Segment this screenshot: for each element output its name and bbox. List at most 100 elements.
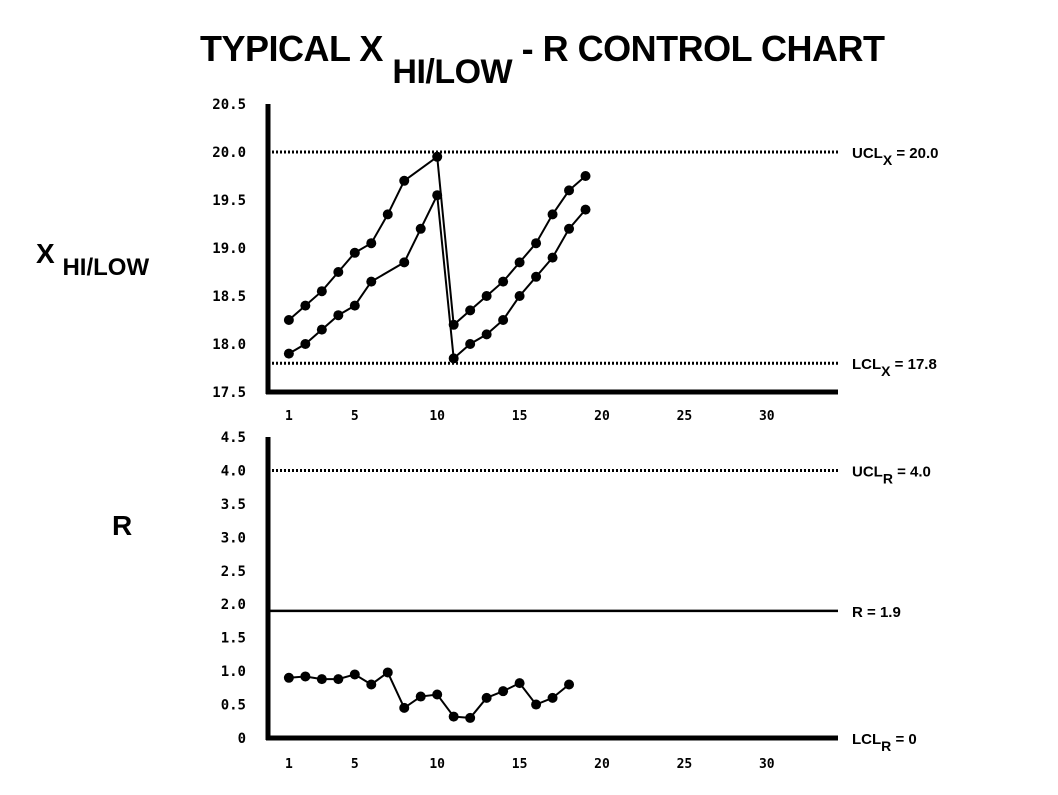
chart-title: TYPICAL X HI/LOW - R CONTROL CHART [200, 28, 885, 91]
data-point [498, 276, 509, 287]
data-point [366, 238, 377, 249]
data-point [316, 674, 327, 685]
title-main: TYPICAL X [200, 28, 383, 69]
x-tick-label: 1 [285, 409, 293, 424]
x-tick-label: 30 [759, 757, 775, 772]
data-point [333, 310, 344, 321]
data-point [349, 300, 360, 311]
control-limit-label: R = 1.9 [852, 604, 901, 621]
data-point [547, 692, 558, 703]
data-point [349, 247, 360, 258]
top-y-label-main: X [36, 238, 55, 269]
data-point [415, 223, 426, 234]
data-point [481, 329, 492, 340]
data-point [382, 209, 393, 220]
top-y-axis-label: X HI/LOW [36, 238, 149, 281]
x-tick-label: 1 [285, 757, 293, 772]
title-suffix: - R CONTROL CHART [521, 28, 885, 69]
series-line-1 [288, 154, 587, 327]
data-point [283, 672, 294, 683]
y-tick-label: 0 [238, 731, 246, 747]
data-point [432, 689, 443, 700]
y-tick-label: 2.5 [221, 564, 246, 580]
x-tick-label: 15 [512, 409, 528, 424]
y-tick-label: 20.0 [212, 145, 246, 161]
y-tick-label: 20.5 [212, 97, 246, 113]
x-tick-label: 20 [594, 757, 610, 772]
y-tick-label: 18.0 [212, 337, 246, 353]
data-point [448, 353, 459, 364]
y-tick-label: 2.0 [221, 597, 246, 613]
y-tick-label: 18.5 [212, 289, 246, 305]
data-point [382, 667, 393, 678]
data-point [283, 348, 294, 359]
control-limit-label: UCLX = 20.0 [852, 145, 938, 168]
control-limit-label: UCLR = 4.0 [852, 463, 931, 486]
data-point [514, 291, 525, 301]
bottom-y-label-main: R [112, 510, 133, 541]
data-point [316, 286, 327, 297]
x-tick-label: 10 [429, 757, 445, 772]
data-point [580, 171, 591, 181]
data-point [300, 300, 311, 311]
y-tick-label: 0.5 [221, 698, 246, 714]
data-point [465, 712, 476, 723]
chart-panel-2: 4.54.03.53.02.52.01.51.00.501 5 10 15 20 25 30… [221, 430, 931, 772]
data-point [283, 315, 294, 325]
y-tick-label: 4.0 [221, 463, 246, 479]
data-point [349, 669, 360, 680]
y-tick-label: 17.5 [212, 385, 246, 401]
y-tick-label: 3.0 [221, 530, 246, 546]
chart-panel-1: 20.520.019.519.018.518.017.51 5 10 15 20 25 30… [212, 97, 938, 424]
data-point [531, 699, 542, 710]
x-tick-label: 30 [759, 409, 775, 424]
data-point [580, 204, 591, 215]
y-tick-label: 19.0 [212, 241, 246, 257]
data-point [481, 692, 492, 703]
data-point [514, 678, 525, 689]
x-tick-label: 5 [351, 409, 359, 424]
data-point [498, 315, 509, 325]
y-tick-label: 1.5 [221, 631, 246, 647]
data-point [564, 679, 575, 690]
y-tick-label: 19.5 [212, 193, 246, 209]
data-point [481, 291, 492, 301]
data-point [465, 339, 476, 349]
x-tick-label: 25 [677, 757, 693, 772]
data-point [366, 276, 377, 287]
data-point [432, 151, 443, 162]
data-point [564, 185, 575, 196]
data-point [514, 257, 525, 268]
series-line-1 [288, 670, 570, 719]
data-point [498, 686, 509, 697]
x-tick-label: 25 [677, 409, 693, 424]
data-point [465, 305, 476, 316]
data-point [547, 252, 558, 263]
x-tick-label: 5 [351, 757, 359, 772]
data-point [564, 223, 575, 234]
data-point [399, 175, 410, 186]
x-tick-label: 15 [512, 757, 528, 772]
data-point [547, 209, 558, 220]
bottom-y-axis-label: R [112, 510, 132, 542]
data-point [432, 190, 443, 201]
data-point [333, 674, 344, 685]
data-point [399, 257, 410, 268]
data-point [316, 324, 327, 335]
data-point [531, 271, 542, 282]
data-point [448, 711, 459, 722]
y-tick-label: 3.5 [221, 497, 246, 513]
title-subscript: HI/LOW [392, 53, 513, 91]
data-point [531, 238, 542, 249]
y-tick-label: 4.5 [221, 430, 246, 446]
data-point [300, 671, 311, 682]
data-point [333, 267, 344, 277]
data-point [415, 691, 426, 702]
data-point [399, 702, 410, 713]
control-limit-label: LCLX = 17.8 [852, 356, 937, 379]
x-tick-label: 20 [594, 409, 610, 424]
control-limit-label: LCLR = 0 [852, 731, 917, 754]
data-point [366, 679, 377, 690]
top-y-label-subscript: HI/LOW [62, 254, 150, 281]
y-tick-label: 1.0 [221, 664, 246, 680]
